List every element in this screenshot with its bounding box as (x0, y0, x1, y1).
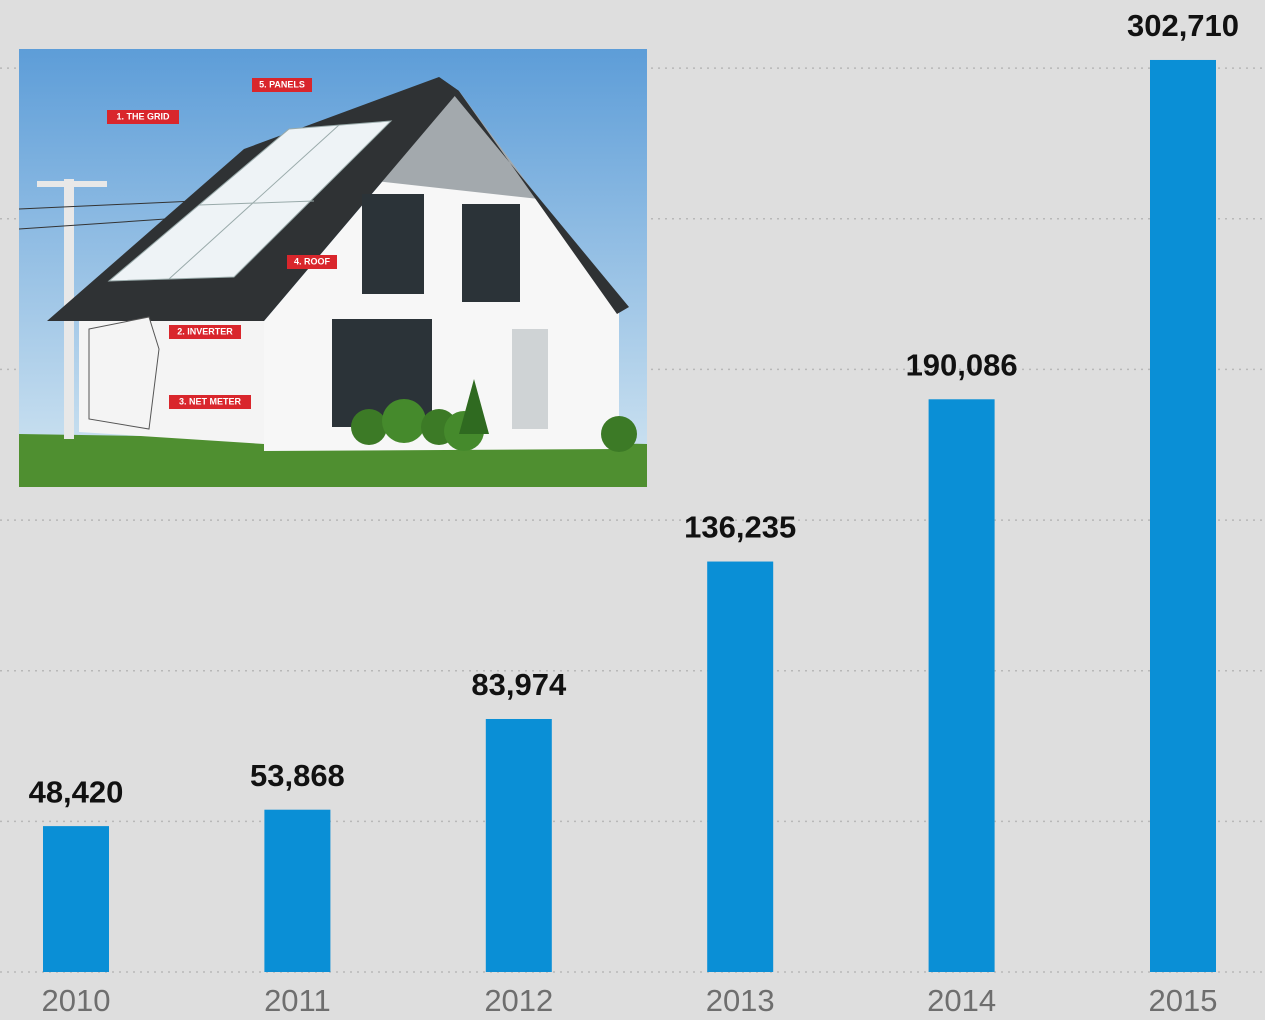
annotation: 1. THE GRID (116, 111, 170, 121)
bar (707, 561, 774, 972)
x-tick-label: 2011 (264, 983, 331, 1018)
value-label: 190,086 (906, 347, 1018, 382)
x-tick-label: 2015 (1149, 983, 1218, 1018)
bar (485, 718, 552, 972)
value-label: 302,710 (1127, 8, 1239, 43)
x-tick-label: 2013 (706, 983, 775, 1018)
bars: 48,420 2010 53,868 2011 83,974 2012 136,235 201… (29, 8, 1239, 1018)
bar (264, 809, 331, 972)
value-label: 48,420 (29, 774, 124, 809)
bar (928, 399, 995, 972)
house-illustration: 1. THE GRID 5. PANELS 4. ROOF 2. INVERTE… (19, 49, 647, 487)
annotation: 4. ROOF (294, 256, 331, 266)
x-tick-label: 2012 (484, 983, 553, 1018)
x-tick-label: 2014 (927, 983, 996, 1018)
annotation: 5. PANELS (259, 79, 305, 89)
bar (1150, 59, 1216, 973)
x-tick-label: 2010 (42, 983, 111, 1018)
annotation: 2. INVERTER (177, 326, 233, 336)
bar (43, 826, 109, 972)
value-label: 136,235 (684, 510, 796, 545)
value-label: 53,868 (250, 758, 345, 793)
value-label: 83,974 (471, 667, 567, 702)
annotation: 3. NET METER (179, 396, 242, 406)
